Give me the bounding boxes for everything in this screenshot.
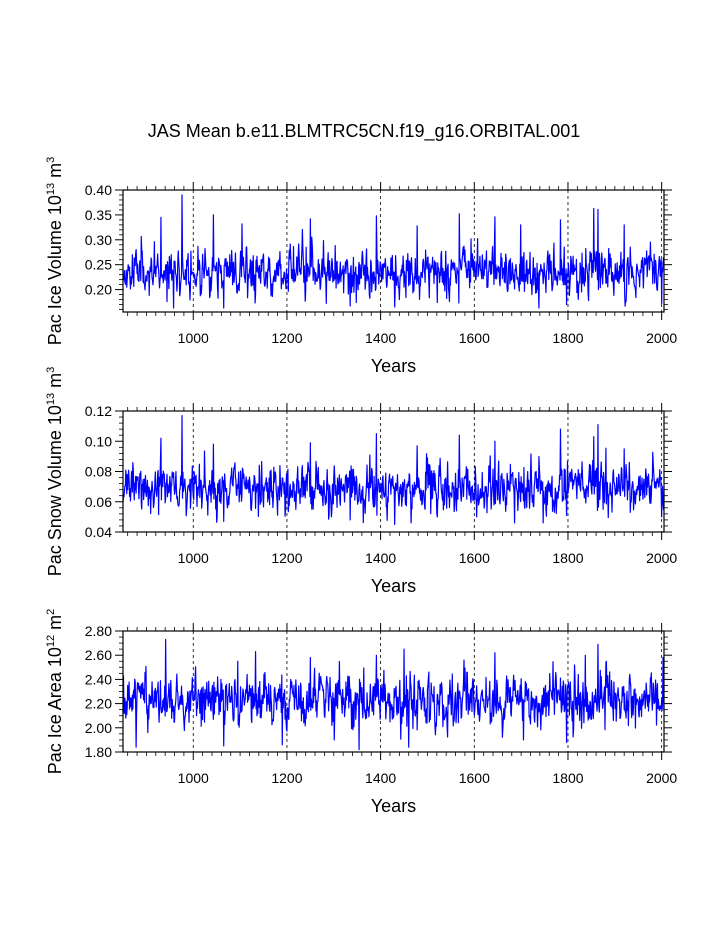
y-tick-label: 2.60 (85, 647, 112, 663)
x-tick-label: 2000 (646, 770, 677, 786)
x-axis-title: Years (371, 356, 416, 376)
y-tick-label: 0.06 (85, 494, 112, 510)
y-tick-label: 2.80 (85, 623, 112, 639)
panel-pac-ice-volume: 1000 1200 1400 1600 1800 2000 0.20 0.25 0.30 0.35… (45, 157, 677, 376)
x-tick-label: 1400 (365, 550, 396, 566)
chart-title: JAS Mean b.e11.BLMTRC5CN.f19_g16.ORBITAL… (148, 121, 581, 142)
x-tick-label: 1800 (552, 770, 583, 786)
plot-frame (122, 189, 665, 313)
x-tick-label: 1200 (271, 770, 302, 786)
x-tick-label: 1600 (459, 770, 490, 786)
x-tick-label: 1200 (271, 330, 302, 346)
y-tick-label: 0.20 (85, 282, 112, 298)
y-axis-title: Pac Ice Area 1012 m2 (45, 609, 65, 774)
x-axis-title: Years (371, 796, 416, 816)
x-tick-label: 1000 (178, 550, 209, 566)
y-tick-label: 0.30 (85, 232, 112, 248)
x-tick-label: 2000 (646, 330, 677, 346)
panel-pac-snow-volume: 1000 1200 1400 1600 1800 2000 0.04 0.06 0.08 0.10… (45, 367, 677, 596)
y-tick-label: 1.80 (85, 744, 112, 760)
x-tick-label: 2000 (646, 550, 677, 566)
y-tick-label: 0.04 (85, 524, 112, 540)
y-tick-label: 0.10 (85, 433, 112, 449)
series-line-pac-ice-volume (122, 194, 665, 309)
series-line-pac-ice-area (122, 638, 665, 751)
series-line-pac-snow-volume (122, 414, 665, 526)
y-tick-label: 0.40 (85, 182, 112, 198)
y-axis-title: Pac Ice Volume 1013 m3 (45, 157, 65, 345)
x-tick-label: 1000 (178, 770, 209, 786)
x-tick-label: 1400 (365, 770, 396, 786)
x-axis-title: Years (371, 576, 416, 596)
y-tick-label: 0.12 (85, 403, 112, 419)
x-tick-label: 1400 (365, 330, 396, 346)
y-axis-title: Pac Snow Volume 1013 m3 (45, 367, 65, 576)
y-tick-label: 0.25 (85, 257, 112, 273)
y-tick-label: 2.40 (85, 671, 112, 687)
x-tick-label: 1800 (552, 550, 583, 566)
x-tick-label: 1200 (271, 550, 302, 566)
x-tick-label: 1800 (552, 330, 583, 346)
y-tick-label: 2.00 (85, 720, 112, 736)
y-tick-label: 0.08 (85, 464, 112, 480)
x-tick-label: 1600 (459, 330, 490, 346)
x-tick-label: 1000 (178, 330, 209, 346)
panel-pac-ice-area: 1000 1200 1400 1600 1800 2000 1.80 2.00 2.20 2.40… (45, 609, 677, 816)
y-tick-label: 2.20 (85, 696, 112, 712)
x-tick-label: 1600 (459, 550, 490, 566)
y-tick-label: 0.35 (85, 207, 112, 223)
